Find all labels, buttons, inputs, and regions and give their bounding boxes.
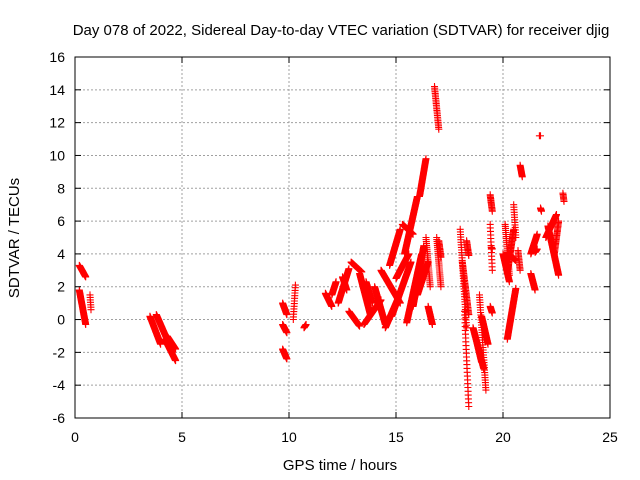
- data-point-series: [503, 284, 520, 343]
- data-point-series: [463, 237, 473, 259]
- plot-frame: [74, 56, 611, 419]
- y-tick-label: 16: [49, 49, 65, 65]
- y-tick-label: -6: [53, 410, 66, 426]
- data-point-series: [503, 248, 520, 264]
- data-point-series: [75, 286, 90, 328]
- x-tick-label: 20: [495, 429, 511, 445]
- y-tick-label: 12: [49, 115, 65, 131]
- data-point-series: [527, 270, 539, 294]
- data-point-series: [161, 335, 180, 365]
- y-tick-label: 8: [57, 180, 65, 196]
- tick-label-layer: -6 -4 -2 0 2 4 6 8 10 12 14 16 0 5 10 15 20 25: [49, 49, 618, 445]
- grid-layer: [75, 57, 610, 418]
- data-point-series: [279, 299, 291, 319]
- data-point-series: [388, 258, 415, 320]
- tick-layer: [74, 56, 611, 419]
- x-tick-label: 5: [178, 429, 186, 445]
- x-tick-label: 10: [281, 429, 297, 445]
- data-point-series: [392, 250, 413, 282]
- data-point-series: [535, 132, 544, 140]
- y-tick-label: -4: [53, 377, 66, 393]
- data-point-series: [146, 312, 165, 348]
- data-point-series: [486, 302, 496, 317]
- y-tick-label: 0: [57, 312, 65, 328]
- y-tick-label: 14: [49, 82, 65, 98]
- data-point-series: [300, 321, 310, 332]
- data-point-series: [487, 243, 496, 253]
- x-tick-label: 0: [71, 429, 79, 445]
- data-point-series: [86, 291, 95, 314]
- y-axis-title: SDTVAR / TECUs: [6, 178, 23, 298]
- data-point-series: [422, 234, 434, 291]
- data-point-series: [473, 340, 486, 366]
- data-point-series: [514, 247, 524, 274]
- data-point-series: [516, 161, 526, 181]
- data-point-series: [531, 245, 541, 256]
- data-point-series: [75, 261, 90, 281]
- data-point-series: [461, 307, 473, 410]
- data-point-series: [279, 345, 291, 363]
- data-point-series: [486, 191, 496, 215]
- data-point-series: [416, 155, 430, 200]
- data-points-layer: [75, 83, 568, 410]
- y-tick-label: -2: [53, 344, 66, 360]
- x-tick-label: 15: [388, 429, 404, 445]
- x-tick-label: 25: [602, 429, 618, 445]
- data-point-series: [550, 217, 563, 258]
- data-point-series: [362, 278, 376, 307]
- data-point-series: [371, 283, 389, 328]
- chart-title: Day 078 of 2022, Sidereal Day-to-day VTE…: [73, 22, 610, 39]
- data-point-series: [347, 258, 366, 276]
- x-axis-title: GPS time / hours: [283, 457, 397, 474]
- y-tick-label: 4: [57, 246, 65, 262]
- data-point-series: [527, 230, 541, 258]
- data-point-series: [279, 321, 291, 337]
- y-tick-label: 10: [49, 147, 65, 163]
- data-point-series: [478, 312, 492, 348]
- data-point-series: [435, 237, 445, 261]
- data-point-series: [424, 302, 436, 328]
- data-point-series: [544, 222, 563, 279]
- data-point-series: [328, 278, 340, 299]
- data-point-series: [339, 273, 351, 294]
- data-point-series: [537, 204, 545, 215]
- data-point-series: [401, 193, 421, 258]
- data-point-series: [321, 289, 336, 310]
- data-point-series: [386, 225, 404, 269]
- data-point-series: [431, 83, 443, 133]
- data-point-series: [163, 332, 180, 353]
- data-point-series: [510, 201, 520, 241]
- data-point-series: [345, 307, 364, 330]
- data-point-series: [289, 281, 299, 323]
- y-tick-label: 6: [57, 213, 65, 229]
- data-point-series: [559, 189, 568, 205]
- y-tick-label: 2: [57, 279, 65, 295]
- data-point-series: [356, 270, 374, 319]
- data-point-series: [458, 258, 473, 319]
